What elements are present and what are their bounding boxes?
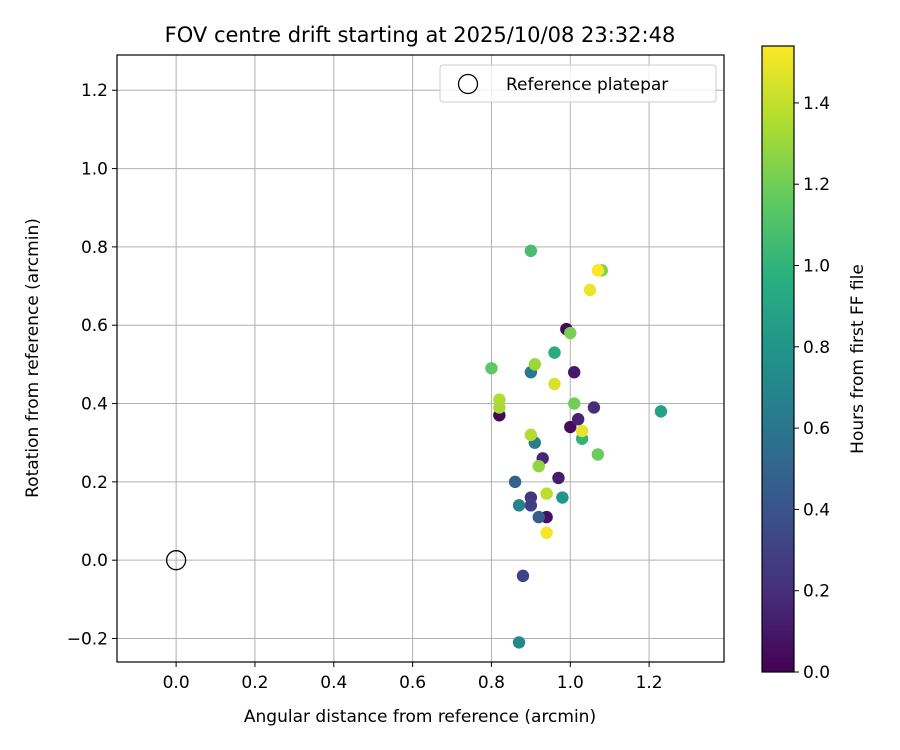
y-tick-label: 0.2 <box>81 473 108 493</box>
y-tick-label: 0.0 <box>81 551 108 571</box>
data-point <box>548 377 561 391</box>
data-point <box>524 244 538 258</box>
x-tick-label: 1.0 <box>557 673 584 693</box>
colorbar-tick-label: 0.0 <box>803 663 830 683</box>
colorbar-ticks: 0.0 0.2 0.4 0.6 0.8 1.0 1.2 1.4 <box>794 94 830 683</box>
data-point <box>528 358 542 371</box>
y-tick-label: 1.0 <box>81 160 108 180</box>
data-point <box>568 366 581 379</box>
colorbar: 0.0 0.2 0.4 0.6 0.8 1.0 1.2 1.4 Hours from firs… <box>761 45 868 683</box>
legend-box <box>439 64 717 103</box>
data-point <box>512 636 526 649</box>
data-point <box>571 413 585 426</box>
x-tick-label: 0.6 <box>399 673 426 693</box>
colorbar-tick-label: 1.2 <box>803 175 830 195</box>
y-axis-ticks: −0.2 0.0 0.2 0.4 0.6 0.8 1.0 1.2 <box>67 81 117 650</box>
x-axis-ticks: 0.0 0.2 0.4 0.6 0.8 1.0 1.2 <box>163 662 663 693</box>
reference-platepar-marker <box>165 550 187 571</box>
data-point <box>516 569 530 583</box>
data-point <box>575 424 589 438</box>
data-point <box>532 459 545 473</box>
colorbar-label: Hours from first FF file <box>848 264 868 454</box>
y-tick-label: 0.8 <box>81 238 108 258</box>
data-point <box>508 475 522 489</box>
y-axis-label: Rotation from reference (arcmin) <box>23 218 43 498</box>
x-tick-label: 0.0 <box>163 673 190 693</box>
colorbar-tick-label: 1.0 <box>803 257 830 277</box>
x-tick-label: 1.2 <box>636 673 663 693</box>
x-axis-label: Angular distance from reference (arcmin) <box>244 707 596 727</box>
data-point <box>556 491 569 504</box>
data-point <box>540 526 553 539</box>
y-tick-label: 0.4 <box>81 395 108 415</box>
data-point <box>587 401 601 414</box>
plot-area-frame <box>116 54 725 663</box>
colorbar-tick-label: 0.6 <box>803 419 830 439</box>
data-points <box>485 244 668 649</box>
data-point <box>493 393 506 406</box>
data-point <box>564 326 577 340</box>
data-point <box>512 499 526 512</box>
colorbar-tick-label: 1.4 <box>803 94 830 114</box>
reference-marker-layer <box>165 550 187 571</box>
data-point <box>540 487 553 500</box>
x-tick-label: 0.8 <box>478 673 505 693</box>
legend: Reference platepar <box>439 64 717 103</box>
colorbar-tick-label: 0.8 <box>803 338 830 358</box>
data-point <box>548 346 561 359</box>
y-tick-label: 0.6 <box>81 316 108 336</box>
data-point <box>524 499 538 512</box>
data-point <box>524 428 538 442</box>
grid-lines <box>117 55 724 662</box>
chart-title: FOV centre drift starting at 2025/10/08 … <box>165 23 676 47</box>
data-point <box>532 510 545 524</box>
colorbar-tick-label: 0.2 <box>803 582 830 602</box>
legend-reference-marker <box>457 73 479 95</box>
x-tick-label: 0.2 <box>241 673 268 693</box>
data-point <box>654 405 668 418</box>
data-point <box>485 362 498 375</box>
data-point <box>568 397 581 410</box>
data-point <box>583 283 597 297</box>
data-point <box>564 420 577 434</box>
y-tick-label: 1.2 <box>81 81 108 101</box>
data-point <box>591 264 605 277</box>
legend-label-reference: Reference platepar <box>506 75 668 95</box>
data-point <box>552 471 565 485</box>
data-point <box>591 448 605 461</box>
colorbar-gradient <box>761 45 795 673</box>
colorbar-tick-label: 0.4 <box>803 500 830 520</box>
x-tick-label: 0.4 <box>320 673 347 693</box>
y-tick-label: −0.2 <box>67 630 108 650</box>
